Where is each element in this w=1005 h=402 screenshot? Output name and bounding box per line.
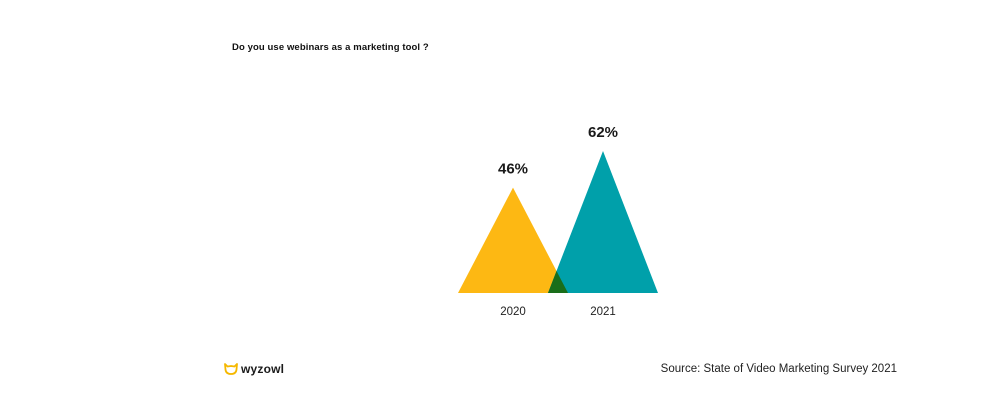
- value-label-2021: 62%: [588, 124, 618, 141]
- chart-title: Do you use webinars as a marketing tool …: [232, 42, 429, 53]
- chart-labels: 46% 2020 62% 2021: [498, 124, 618, 318]
- source-note: Source: State of Video Marketing Survey …: [660, 363, 897, 375]
- brand-name: wyzowl: [241, 362, 285, 376]
- category-label-2020: 2020: [500, 306, 526, 318]
- owl-logo-icon: [224, 363, 238, 375]
- category-label-2021: 2021: [590, 306, 616, 318]
- triangle-2020: [458, 187, 568, 293]
- triangle-2021: [548, 151, 658, 293]
- value-label-2020: 46%: [498, 161, 528, 178]
- chart-marks: [458, 151, 658, 293]
- brand-logo: wyzowl: [224, 362, 284, 376]
- overlap-region: [548, 271, 568, 293]
